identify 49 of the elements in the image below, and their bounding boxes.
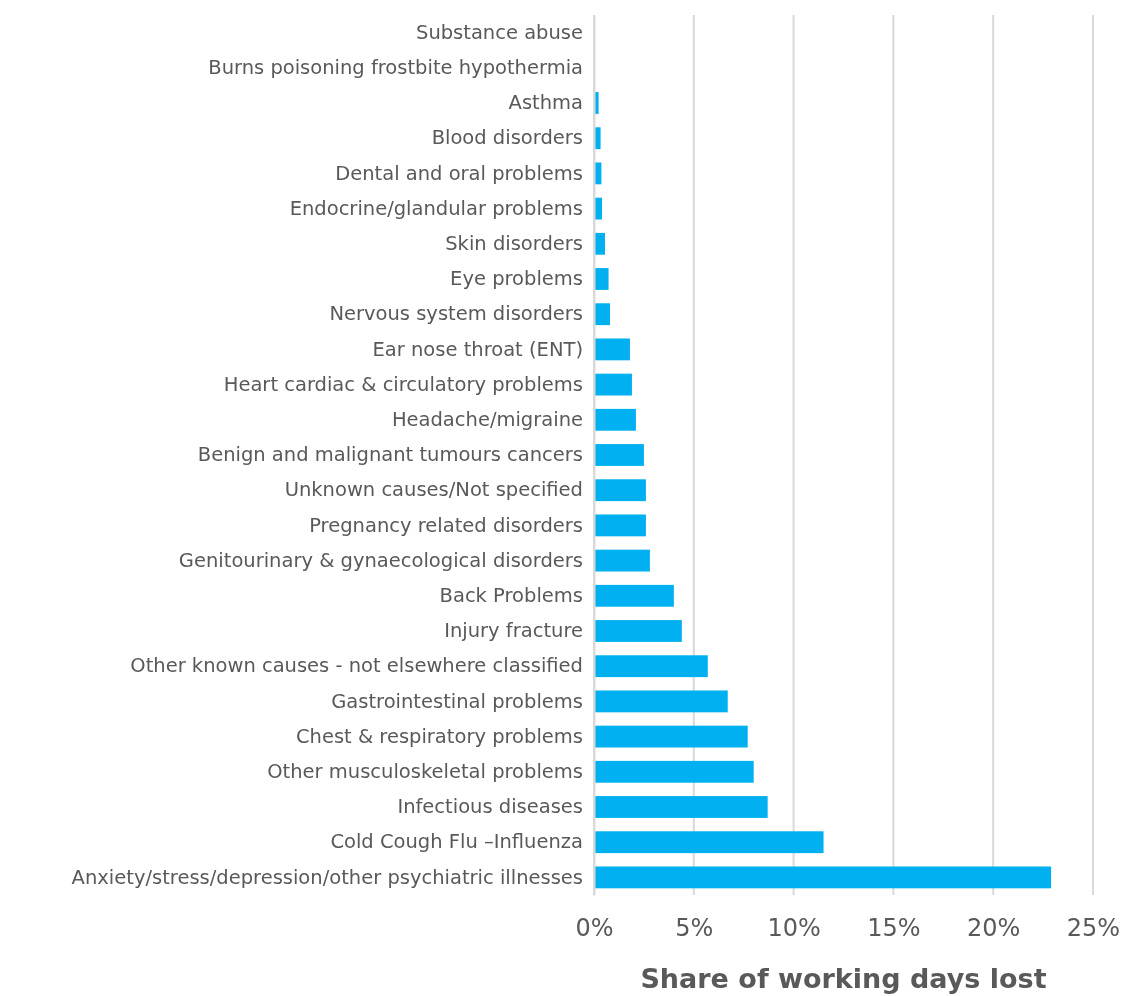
y-tick-label: Injury fracture (444, 619, 583, 643)
bar (594, 479, 646, 502)
bar (594, 338, 630, 361)
bar (594, 655, 708, 678)
x-tick-label: 15% (867, 914, 921, 943)
bar (594, 444, 644, 466)
bar (594, 408, 636, 431)
y-tick-label: Benign and malignant tumours cancers (197, 443, 583, 467)
y-tick-label: Blood disorders (431, 126, 583, 150)
y-tick-label: Asthma (508, 91, 583, 115)
x-tick-label: 25% (1066, 914, 1121, 943)
x-tick-label: 0% (575, 914, 614, 943)
bar (594, 514, 646, 537)
y-tick-label: Chest & respiratory problems (295, 724, 583, 748)
bar (594, 725, 748, 748)
y-tick-label: Headache/migraine (391, 408, 583, 432)
y-tick-label: Other musculoskeletal problems (267, 760, 583, 784)
y-tick-label: Ear nose throat (ENT) (372, 337, 583, 361)
bar (594, 796, 768, 818)
bar (594, 584, 674, 607)
bar (594, 549, 650, 572)
x-axis-title: Share of working days lost (640, 963, 1047, 994)
x-tick-label: 10% (767, 914, 821, 943)
x-tick-label: 20% (967, 914, 1021, 943)
bar (594, 760, 754, 783)
y-tick-label: Other known causes - not elsewhere classified (130, 654, 583, 678)
bar (594, 831, 824, 854)
x-tick-label: 5% (675, 914, 714, 943)
y-tick-label: Nervous system disorders (329, 302, 583, 326)
y-tick-label: Back Problems (439, 584, 583, 608)
y-tick-label: Burns poisoning frostbite hypothermia (208, 56, 583, 80)
y-tick-label: Pregnancy related disorders (309, 513, 583, 537)
bar (594, 268, 609, 290)
y-tick-label: Gastrointestinal problems (331, 689, 583, 713)
y-tick-label: Genitourinary & gynaecological disorders (178, 548, 583, 572)
y-tick-label: Endocrine/glandular problems (289, 196, 583, 220)
y-tick-label: Eye problems (450, 267, 583, 291)
y-tick-label: Unknown causes/Not specified (284, 478, 583, 502)
y-tick-label: Anxiety/stress/depression/other psychiatric illnesses (71, 865, 583, 889)
y-tick-label: Dental and oral problems (335, 161, 583, 185)
y-tick-label: Heart cardiac & circulatory problems (223, 372, 583, 396)
bar (594, 620, 682, 642)
y-tick-label: Skin disorders (445, 232, 583, 256)
bar (594, 690, 728, 713)
bar (594, 866, 1052, 889)
y-tick-label: Infectious diseases (397, 795, 583, 819)
bar (594, 373, 632, 396)
y-tick-label: Cold Cough Flu –Influenza (330, 830, 583, 854)
y-tick-label: Substance abuse (416, 20, 583, 44)
